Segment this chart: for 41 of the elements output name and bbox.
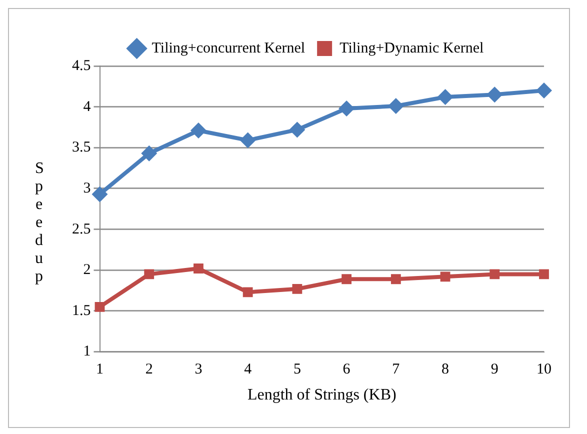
x-tick-label: 3	[194, 362, 202, 378]
point	[141, 145, 158, 162]
y-tick-label: 4.5	[72, 58, 91, 74]
y-tick-label: 3	[83, 180, 91, 196]
point	[92, 186, 108, 202]
point	[536, 82, 552, 98]
y-tick-label: 1.5	[72, 302, 91, 319]
x-tick-label: 2	[145, 362, 153, 378]
point	[437, 89, 454, 106]
point	[539, 269, 549, 280]
x-tick-label: 7	[392, 362, 400, 378]
y-tick-label: 2	[83, 262, 91, 278]
point	[486, 86, 503, 103]
x-axis-title: Length of Strings (KB)	[247, 386, 396, 404]
y-tick-label: 4	[83, 98, 92, 115]
x-tick-label: 5	[293, 362, 301, 378]
x-tick-label: 8	[442, 362, 450, 378]
y-tick-label: 3.5	[72, 140, 91, 156]
point	[240, 132, 256, 148]
y-tick-label: 2.5	[72, 221, 91, 238]
legend-label: Tiling+concurrent Kernel	[152, 40, 306, 56]
legend-label: Tiling+Dynamic Kernel	[340, 40, 484, 56]
x-tick-label: 1	[96, 362, 104, 378]
point	[390, 274, 401, 284]
point	[292, 284, 302, 294]
point	[440, 272, 450, 282]
point	[144, 269, 154, 280]
point	[194, 264, 204, 274]
point	[242, 287, 253, 298]
y-tick-label: 1	[83, 344, 91, 360]
point	[342, 274, 352, 284]
point	[289, 122, 306, 138]
point	[490, 269, 500, 280]
y-axis-title: Speedup	[35, 160, 44, 286]
x-tick-label: 10	[536, 362, 552, 378]
x-tick-label: 4	[244, 362, 252, 378]
point	[388, 98, 404, 114]
point	[190, 122, 206, 139]
x-tick-label: 6	[342, 362, 351, 378]
point	[338, 100, 355, 116]
x-tick-label: 9	[490, 362, 498, 378]
